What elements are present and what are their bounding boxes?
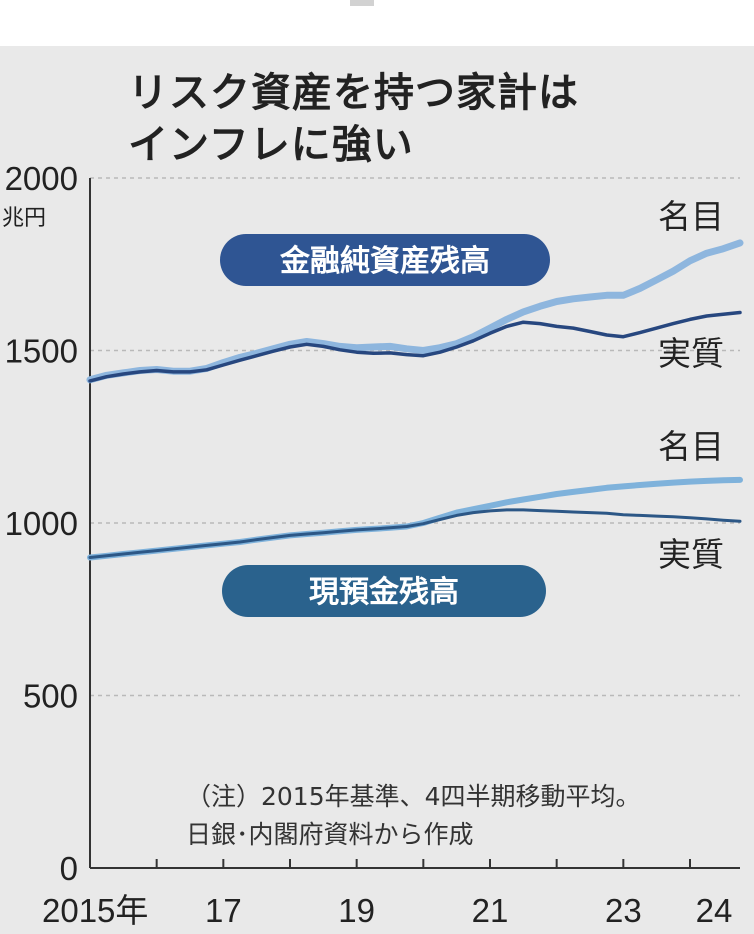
y-tick-labels: 0 500 1000 1500 2000: [5, 160, 78, 887]
chart-title-line2: インフレに強い: [128, 122, 414, 168]
y-tick-label: 1000: [5, 505, 78, 542]
label-cash-nominal: 名目: [658, 427, 724, 466]
badge-financial-assets-bg: [220, 234, 550, 286]
chart-title-line1: リスク資産を持つ家計は: [128, 70, 579, 116]
badge-cash-deposits-bg: [222, 565, 546, 617]
series-line-cash-real: [88, 508, 742, 559]
x-tick-label: 23: [605, 892, 642, 929]
note-line1: （注）2015年基準、4四半期移動平均。: [186, 782, 641, 811]
axes: [89, 178, 740, 869]
label-cash-real: 実質: [658, 535, 724, 574]
y-tick-label: 2000: [5, 160, 78, 197]
y-tick-label: 1500: [5, 333, 78, 370]
chart-panel: [0, 46, 754, 934]
y-unit-label: 兆円: [2, 206, 46, 231]
badge-financial-assets-label: 金融純資産残高: [279, 244, 490, 279]
series-line-financial-real: [88, 310, 742, 383]
label-fin-real: 実質: [658, 334, 724, 373]
label-fin-nominal: 名目: [658, 197, 724, 236]
badge-cash-deposits-label: 現預金残高: [309, 575, 459, 610]
badge-financial-assets: 金融純資産残高: [220, 234, 550, 286]
x-tick-labels: 2015年 17 19 21 23 24: [42, 892, 732, 929]
x-tick-label: 21: [472, 892, 509, 929]
y-tick-label: 500: [23, 678, 78, 715]
badge-cash-deposits: 現預金残高: [222, 565, 546, 617]
x-tick-label: 24: [696, 892, 733, 929]
x-tick-label: 19: [338, 892, 375, 929]
x-tick-label: 2015年: [42, 892, 148, 929]
series-line-cash-nominal: [87, 476, 743, 561]
top-marker: [350, 0, 374, 6]
x-tick-label: 17: [205, 892, 242, 929]
series-lines: [86, 239, 744, 561]
note-line2: 日銀･内閣府資料から作成: [186, 820, 474, 849]
y-tick-label: 0: [60, 850, 78, 887]
